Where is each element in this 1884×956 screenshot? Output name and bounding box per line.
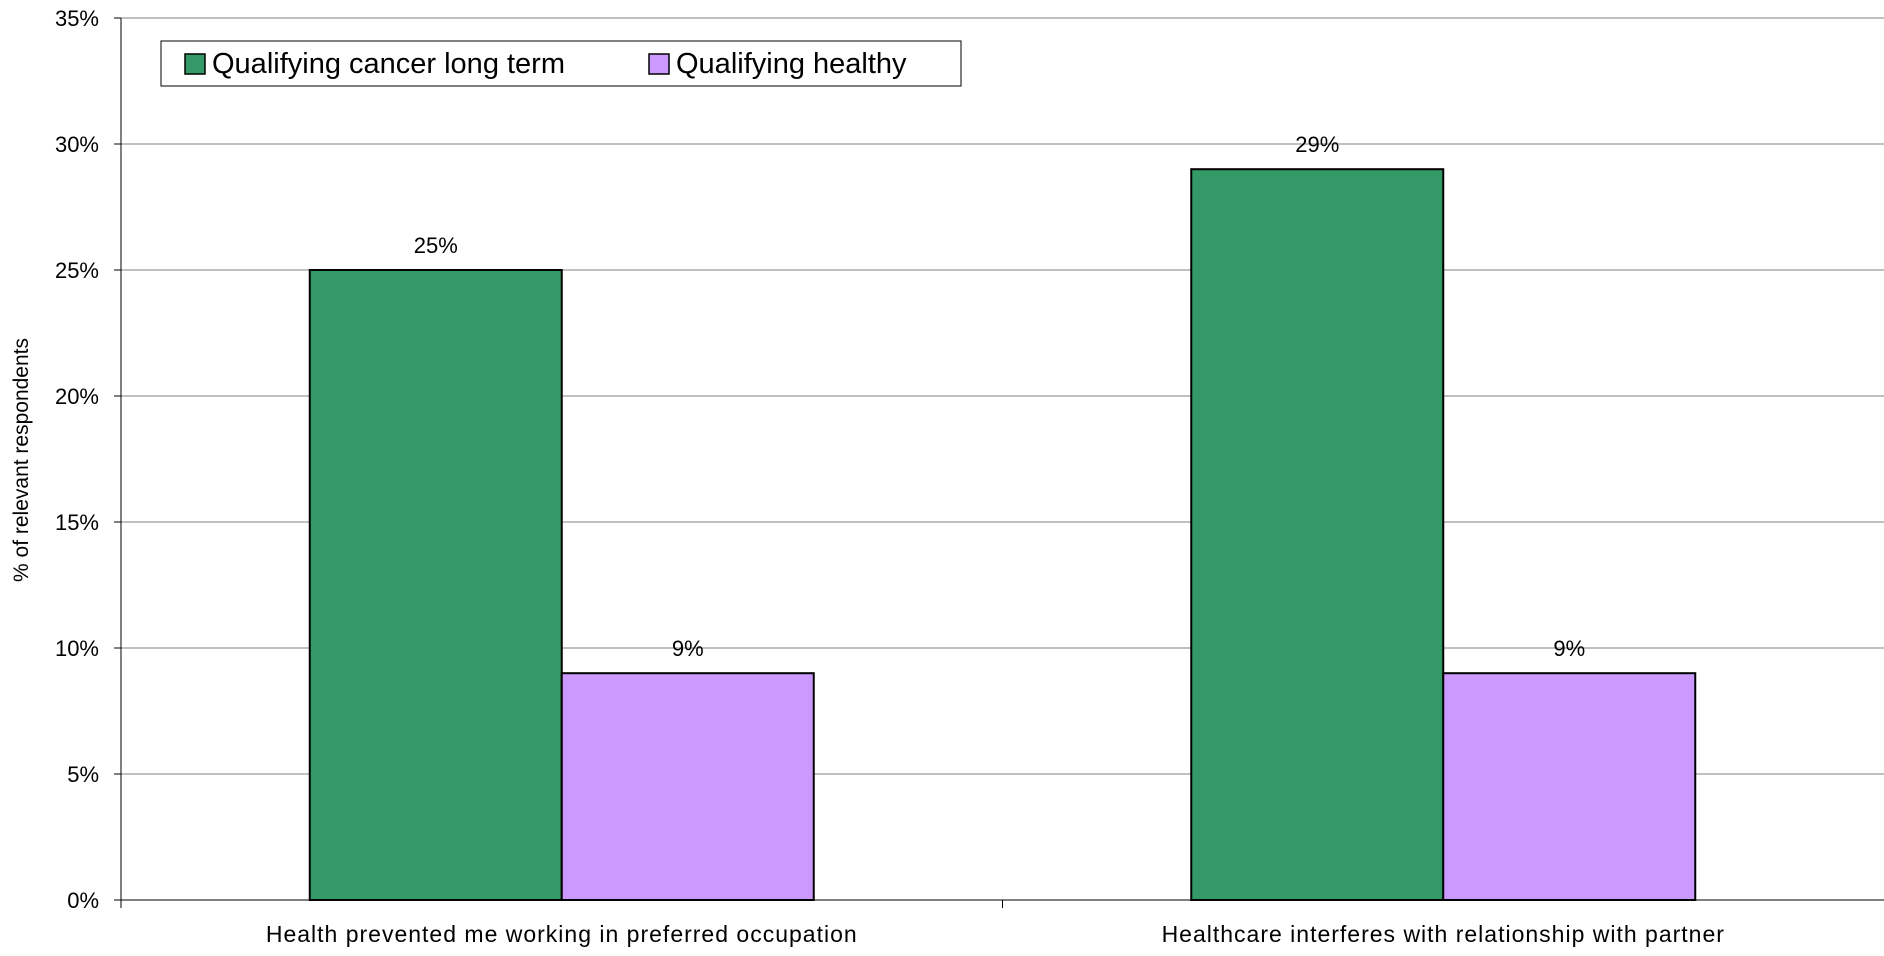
bar-healthy <box>1442 672 1697 902</box>
y-tick-label: 30% <box>55 132 99 157</box>
y-axis-title: % of relevant respondents <box>10 338 33 582</box>
x-category-label: Health prevented me working in preferred… <box>266 921 858 947</box>
legend-swatch-cancer-long-term <box>184 53 206 75</box>
legend-swatch-healthy <box>648 53 670 75</box>
y-tick-label: 35% <box>55 6 99 31</box>
legend-box <box>160 40 962 87</box>
x-category-label: Healthcare interferes with relationship … <box>1162 921 1725 947</box>
data-label: 9% <box>1553 636 1585 661</box>
y-tick-label: 15% <box>55 510 99 535</box>
y-tick-label: 25% <box>55 258 99 283</box>
bars <box>308 168 1697 902</box>
bar-healthy <box>560 672 815 902</box>
bar-cancer-long-term <box>1190 168 1445 901</box>
data-label: 29% <box>1295 132 1339 157</box>
bar-cancer-long-term <box>308 269 563 901</box>
labels: 0% 5% 10% 15% 20% 25% 30% 35% 25% 9% Health preven… <box>55 6 1725 947</box>
y-tick-label: 5% <box>67 762 99 787</box>
y-tick-label: 10% <box>55 636 99 661</box>
y-tick-label: 20% <box>55 384 99 409</box>
legend: Qualifying cancer long term Qualifying he… <box>160 40 962 87</box>
data-label: 25% <box>414 233 458 258</box>
axes <box>114 17 1884 908</box>
data-label: 9% <box>672 636 704 661</box>
legend-label: Qualifying healthy <box>676 48 907 80</box>
y-tick-label: 0% <box>67 888 99 913</box>
legend-label: Qualifying cancer long term <box>212 48 565 80</box>
